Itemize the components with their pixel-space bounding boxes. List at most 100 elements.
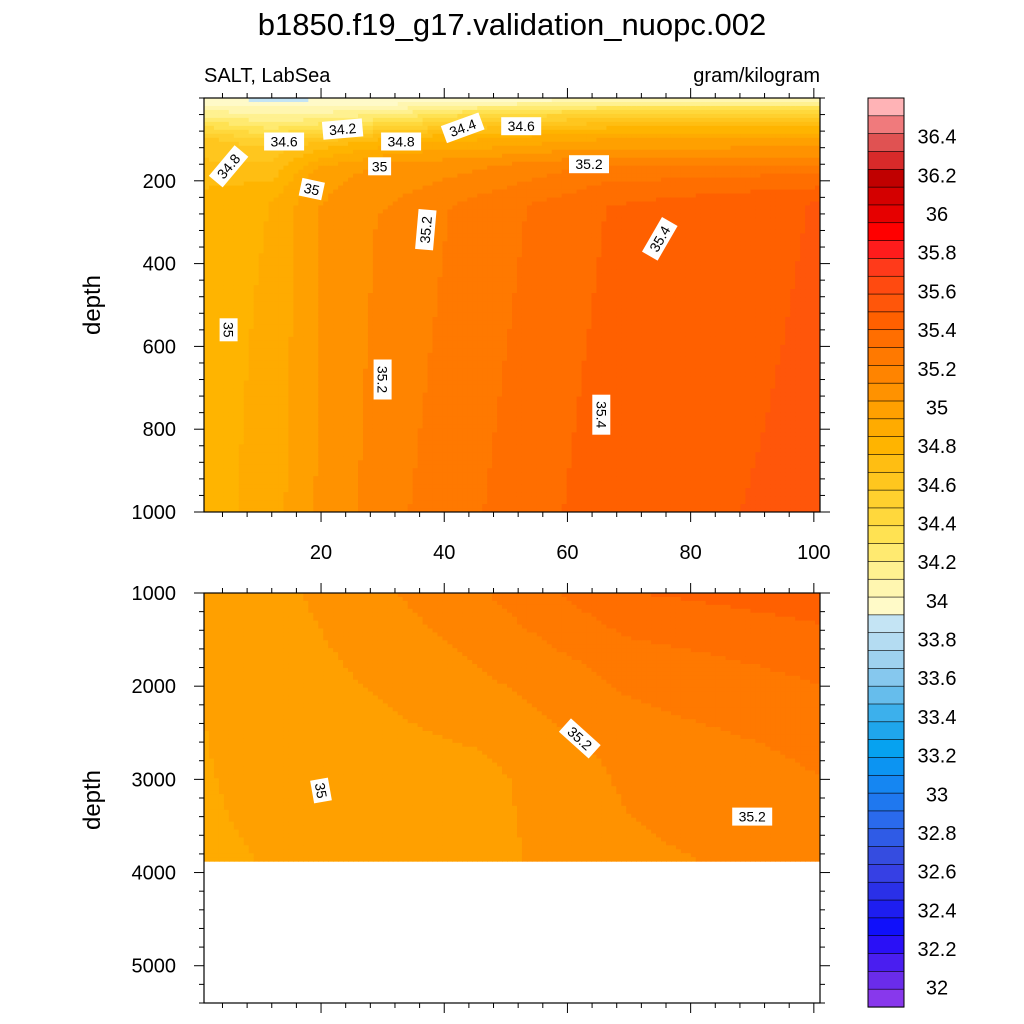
field-cell — [253, 316, 260, 322]
field-cell — [228, 253, 235, 258]
field-cell — [263, 372, 270, 378]
field-cell — [343, 261, 349, 266]
field-cell — [233, 285, 240, 290]
field-cell — [233, 408, 240, 414]
field-cell — [432, 496, 439, 501]
field-cell — [412, 408, 419, 414]
field-cell — [248, 436, 255, 441]
field-cell — [372, 480, 379, 485]
field-cell — [248, 484, 255, 489]
field-cell — [427, 448, 434, 453]
field-cell — [208, 484, 215, 489]
field-cell — [243, 480, 250, 485]
field-cell — [283, 360, 290, 366]
field-cell — [313, 145, 319, 151]
field-cell — [333, 273, 339, 278]
field-cell — [437, 253, 444, 258]
field-cell — [333, 332, 339, 338]
field-cell — [218, 440, 225, 445]
field-cell — [353, 396, 359, 402]
field-cell — [422, 269, 429, 274]
field-cell — [333, 488, 339, 493]
field-cell — [392, 308, 399, 314]
field-cell — [422, 320, 429, 326]
field-cell — [392, 129, 399, 135]
field-cell — [392, 460, 399, 465]
field-cell — [288, 221, 295, 226]
field-cell — [208, 312, 215, 318]
field-cell — [362, 181, 369, 187]
field-cell — [253, 221, 260, 226]
field-cell — [422, 181, 429, 187]
field-cell — [343, 197, 349, 203]
field-cell — [243, 101, 250, 107]
field-cell — [283, 189, 290, 195]
field-cell — [238, 197, 245, 203]
field-cell — [372, 432, 379, 437]
field-cell — [407, 165, 414, 171]
field-cell — [353, 492, 359, 497]
field-cell — [432, 257, 439, 262]
field-cell — [333, 233, 339, 238]
field-cell — [328, 400, 334, 406]
field-cell — [313, 496, 319, 501]
field-cell — [407, 388, 414, 394]
field-cell — [427, 305, 434, 310]
field-cell — [387, 352, 394, 358]
field-cell — [288, 348, 295, 354]
field-cell — [407, 197, 414, 203]
field-cell — [333, 320, 339, 326]
field-cell — [333, 281, 339, 286]
field-cell — [253, 492, 260, 497]
field-cell — [358, 249, 364, 254]
field-cell — [238, 133, 245, 139]
field-cell — [258, 356, 265, 362]
field-cell — [263, 241, 270, 246]
field-cell — [268, 480, 275, 485]
field-cell — [318, 149, 324, 155]
field-cell — [218, 101, 225, 107]
field-cell — [328, 209, 334, 215]
field-cell — [328, 273, 334, 278]
field-cell — [223, 105, 230, 111]
field-cell — [417, 404, 424, 410]
field-cell — [392, 221, 399, 226]
field-cell — [338, 480, 344, 485]
field-cell — [283, 484, 290, 489]
field-cell — [233, 372, 240, 378]
field-cell — [308, 332, 314, 338]
field-cell — [263, 356, 270, 362]
field-cell — [343, 253, 349, 258]
field-cell — [204, 225, 210, 230]
field-cell — [367, 452, 374, 457]
field-cell — [377, 173, 384, 179]
field-cell — [348, 241, 354, 246]
field-cell — [432, 332, 439, 338]
field-cell — [442, 98, 449, 103]
field-cell — [353, 161, 359, 167]
field-cell — [353, 336, 359, 342]
field-cell — [318, 98, 324, 103]
field-cell — [253, 416, 260, 422]
field-cell — [263, 392, 270, 398]
field-cell — [263, 205, 270, 211]
field-cell — [372, 436, 379, 441]
field-cell — [238, 328, 245, 334]
field-cell — [243, 364, 250, 370]
field-cell — [318, 452, 324, 457]
field-cell — [417, 484, 424, 489]
field-cell — [402, 356, 409, 362]
field-cell — [278, 492, 285, 497]
field-cell — [308, 293, 314, 298]
field-cell — [303, 261, 309, 266]
field-cell — [208, 468, 215, 473]
field-cell — [243, 201, 250, 207]
field-cell — [333, 249, 339, 254]
field-cell — [263, 277, 270, 282]
field-cell — [437, 400, 444, 406]
field-cell — [258, 237, 265, 242]
field-cell — [228, 476, 235, 481]
field-cell — [263, 265, 270, 270]
field-cell — [273, 412, 280, 418]
field-cell — [303, 360, 309, 366]
